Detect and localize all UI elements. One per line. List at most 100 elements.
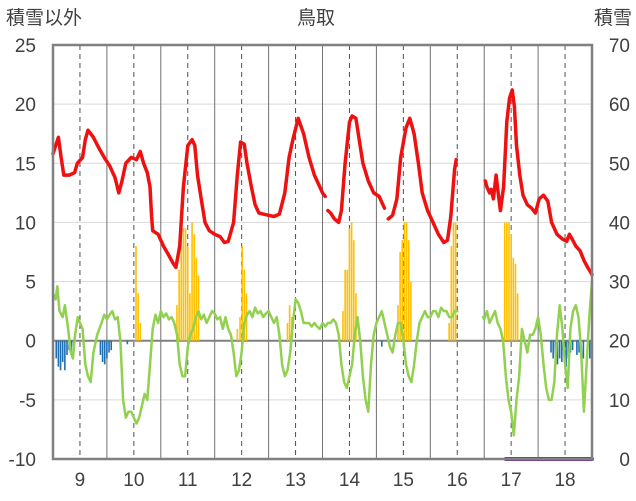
yellow-bar: [286, 322, 289, 341]
right-tick-label: 50: [609, 154, 630, 175]
yellow-bar: [197, 275, 200, 341]
yellow-bar: [342, 311, 344, 341]
yellow-bar: [288, 305, 291, 341]
right-tick-label: 40: [609, 213, 630, 234]
lines: [51, 88, 594, 461]
yellow-bar: [241, 246, 243, 341]
yellow-bar: [176, 305, 178, 341]
left-axis-label: 積雪以外: [6, 7, 82, 29]
yellow-bar: [508, 222, 510, 341]
blue-bar: [576, 340, 578, 355]
x-tick-label: 9: [75, 470, 86, 491]
blue-bar: [110, 340, 113, 351]
yellow-bar: [405, 222, 408, 341]
yellow-bar: [236, 328, 239, 341]
yellow-bar: [191, 222, 193, 341]
right-axis-label: 積雪: [594, 7, 632, 29]
x-tick-label: 16: [447, 470, 468, 491]
blue-bar: [578, 340, 580, 353]
blue-bar: [106, 340, 108, 359]
yellow-bar: [195, 257, 198, 341]
tick-labels: -10 -5 0 5 10 15 20 25 0 10 20 30 40 50 60 70 9 10 11 12 13 1…: [9, 36, 630, 491]
yellow-bar: [186, 246, 189, 341]
red-series-line: [326, 114, 387, 225]
yellow-bar: [452, 222, 455, 341]
yellow-bar: [355, 293, 357, 341]
left-tick-label: 20: [15, 95, 36, 116]
blue-bar: [59, 340, 62, 371]
yellow-bar: [407, 240, 410, 341]
bars: [55, 222, 591, 371]
right-tick-label: 0: [619, 450, 630, 471]
x-tick-label: 12: [231, 470, 252, 491]
blue-bar: [571, 340, 574, 351]
blue-bar: [108, 340, 110, 353]
blue-bar: [589, 340, 591, 359]
yellow-bar: [410, 281, 412, 341]
green-series-line: [481, 280, 594, 437]
blue-bar: [57, 340, 60, 367]
red-series-line: [51, 116, 327, 270]
right-tick-label: 70: [609, 36, 630, 57]
yellow-bar: [512, 257, 515, 341]
right-tick-label: 30: [609, 273, 630, 294]
yellow-bar: [189, 293, 191, 341]
blue-bar: [61, 340, 64, 363]
yellow-bar: [399, 252, 401, 341]
blue-bar: [550, 340, 552, 353]
yellow-bar: [193, 234, 196, 341]
yellow-bar: [403, 222, 406, 341]
blue-bar: [561, 340, 563, 363]
blue-bar: [582, 340, 585, 359]
red-series-line: [386, 116, 458, 245]
yellow-bar: [448, 322, 450, 341]
blue-bar: [66, 340, 68, 355]
yellow-bar: [182, 228, 185, 341]
plot-frame: [51, 43, 594, 461]
yellow-bar: [510, 234, 512, 341]
yellow-bar: [239, 317, 241, 341]
left-tick-label: 10: [15, 213, 36, 234]
yellow-bar: [180, 234, 183, 341]
yellow-bar: [454, 222, 457, 341]
left-tick-label: -5: [19, 391, 36, 412]
x-tick-label: 14: [339, 470, 361, 491]
left-tick-label: 25: [15, 36, 36, 57]
blue-bar: [99, 340, 102, 355]
yellow-bar: [401, 240, 404, 341]
right-tick-label: 10: [609, 391, 630, 412]
yellow-bar: [137, 293, 139, 341]
left-tick-label: 0: [25, 332, 36, 353]
yellow-bar: [346, 269, 349, 341]
blue-bar: [101, 340, 104, 363]
yellow-bar: [139, 322, 142, 341]
red-series-line: [483, 88, 594, 277]
x-tick-label: 13: [285, 470, 306, 491]
yellow-bar: [352, 240, 355, 341]
yellow-bar: [516, 293, 519, 341]
blue-bar: [556, 340, 559, 365]
yellow-bar: [344, 269, 346, 341]
green-series-line: [51, 285, 459, 425]
blue-bar: [565, 340, 567, 367]
left-tick-label: 5: [25, 273, 36, 294]
chart-title: 鳥取: [297, 7, 335, 29]
left-tick-label: 15: [15, 154, 36, 175]
x-tick-label: 11: [178, 470, 198, 491]
yellow-bar: [506, 222, 508, 341]
right-tick-label: 60: [609, 95, 630, 116]
x-tick-label: 18: [554, 470, 575, 491]
blue-bar: [380, 340, 383, 347]
yellow-bar: [348, 228, 351, 341]
x-tick-label: 15: [393, 470, 414, 491]
yellow-bar: [178, 269, 180, 341]
right-tick-label: 20: [609, 332, 630, 353]
x-tick-label: 17: [501, 470, 522, 491]
blue-bar: [558, 340, 561, 359]
yellow-bar: [243, 269, 246, 341]
blue-bar: [55, 340, 58, 359]
yellow-bar: [350, 222, 353, 341]
blue-bar: [103, 340, 106, 365]
yellow-bar: [135, 246, 137, 341]
